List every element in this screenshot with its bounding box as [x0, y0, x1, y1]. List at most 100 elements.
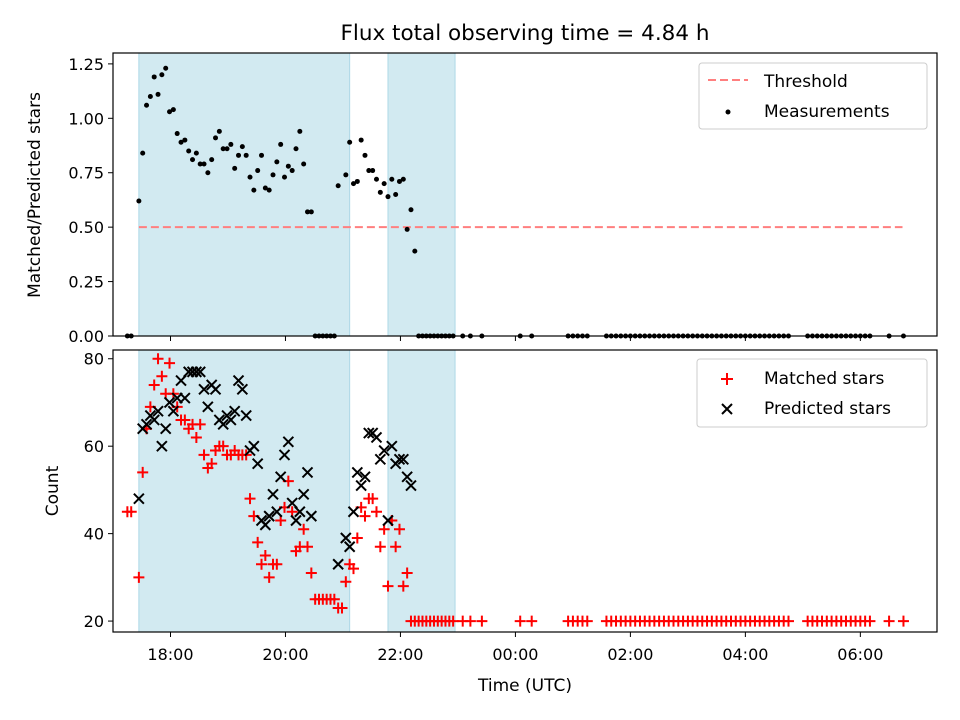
measurement-point	[163, 65, 169, 71]
ratio-legend: Threshold Measurements	[698, 62, 928, 130]
shaded-interval	[138, 52, 351, 337]
matched-star-point	[359, 510, 371, 522]
matched-star-point	[190, 431, 202, 443]
predicted-star-point	[290, 514, 302, 527]
predicted-star-point	[236, 383, 249, 396]
matched-star-point	[447, 615, 459, 627]
predicted-star-point	[152, 405, 164, 417]
measurement-point	[289, 168, 295, 174]
matched-star-point	[476, 615, 488, 627]
measurement-point	[155, 91, 161, 97]
measurements-legend-label: Measurements	[764, 102, 890, 122]
ratio-y-axis-label: Matched/Predicted stars	[25, 92, 45, 298]
predicted-star-point	[374, 453, 387, 466]
predicted-star-point	[294, 506, 306, 518]
predicted-star-point	[202, 401, 214, 413]
measurement-point	[247, 174, 253, 180]
predicted-star-point	[198, 383, 210, 396]
measurement-point	[266, 187, 272, 193]
matched-star-point	[256, 558, 268, 570]
measurement-point	[362, 152, 368, 158]
measurement-point	[167, 109, 173, 115]
measurement-point	[201, 161, 207, 167]
matched-star-point	[782, 615, 794, 627]
measurement-point	[366, 168, 372, 174]
matched-star-point	[526, 615, 538, 627]
measurement-point	[347, 139, 353, 145]
measurement-point	[373, 176, 379, 182]
predicted-star-point	[267, 488, 279, 500]
predicted-star-point	[156, 440, 168, 452]
predicted-star-point	[133, 492, 145, 505]
matched-star-point	[252, 536, 264, 548]
predicted-star-point	[297, 488, 310, 500]
ratio-y-tick-label: 0.75	[68, 164, 104, 183]
x-tick-label: 20:00	[262, 645, 308, 664]
measurement-point	[159, 72, 165, 78]
matched-star-point	[340, 576, 352, 588]
measurement-point	[343, 172, 349, 178]
matched-star-point	[179, 414, 191, 426]
measurement-point	[197, 161, 203, 167]
measurement-point	[170, 107, 176, 113]
measurement-point	[389, 176, 395, 182]
predicted-star-point	[332, 558, 344, 570]
predicted-star-point	[382, 514, 394, 527]
measurement-point	[396, 178, 402, 184]
measurement-point	[285, 163, 291, 169]
count-y-tick-label: 80	[84, 350, 104, 369]
predicted-star-point	[240, 409, 252, 422]
predicted-star-point	[347, 506, 360, 518]
ratio-y-tick-label: 0.25	[68, 273, 104, 292]
matched-star-point	[401, 567, 413, 579]
count-y-axis-label: Count	[43, 465, 63, 516]
matched-star-point	[298, 523, 310, 535]
measurement-point	[358, 137, 364, 143]
shaded-interval	[387, 52, 456, 337]
matched-star-point	[217, 440, 229, 452]
measurement-point	[381, 181, 387, 187]
matched-star-point	[137, 466, 149, 478]
x-tick-label: 00:00	[492, 645, 538, 664]
predicted-star-point	[378, 444, 390, 457]
ratio-axes-frame	[112, 52, 938, 337]
matched-star-point	[382, 580, 394, 592]
matched-star-point	[302, 541, 314, 553]
measurement-point	[335, 183, 341, 189]
measurement-point	[174, 131, 180, 137]
matched-star-point	[152, 353, 164, 365]
matched-star-point	[864, 615, 876, 627]
measurement-point	[147, 94, 153, 100]
measurement-point	[151, 74, 157, 80]
predicted-star-point	[274, 471, 287, 483]
predicted-star-point	[340, 532, 352, 544]
predicted-star-point	[271, 506, 283, 518]
x-axis-label: Time (UTC)	[477, 676, 572, 696]
ratio-y-tick-label: 1.00	[68, 109, 104, 128]
ratio-y-tick-label: 1.25	[68, 55, 104, 74]
matched-star-point	[464, 615, 476, 627]
matched-star-point	[206, 458, 218, 470]
predicted-star-point	[232, 374, 245, 387]
predicted-star-point	[386, 440, 398, 452]
predicted-star-point	[363, 427, 375, 439]
predicted-star-point	[305, 510, 318, 522]
matched-star-point	[271, 558, 283, 570]
x-tick-label: 04:00	[722, 645, 768, 664]
predicted-star-point	[259, 519, 272, 531]
predicted-star-point	[209, 383, 222, 396]
count-axes-frame	[112, 349, 938, 633]
measurements-legend-swatch	[725, 109, 731, 115]
x-tick-label: 02:00	[607, 645, 653, 664]
matched-star-point	[263, 571, 275, 583]
x-tick-label: 22:00	[377, 645, 423, 664]
matched-star-point	[347, 563, 359, 575]
count-y-tick-label: 20	[84, 612, 104, 631]
measurement-point	[400, 176, 406, 182]
measurement-point	[370, 168, 376, 174]
measurement-point	[220, 146, 226, 152]
measurement-point	[412, 248, 418, 254]
count-panel: 20 40 60 80 18:00 20:00 22:00 00:00 02:00 04:00 0…	[43, 349, 938, 696]
ratio-panel: 0.00 0.25 0.50 0.75 1.00 1.25 Matched/Predict…	[25, 52, 938, 346]
x-tick-label: 06:00	[837, 645, 883, 664]
